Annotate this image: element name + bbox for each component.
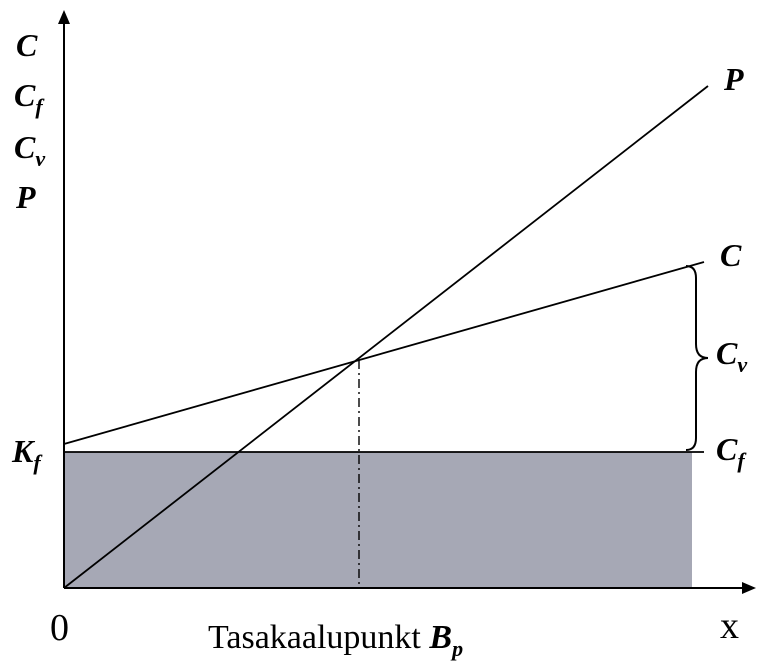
y-label-cv: Cv (14, 129, 45, 171)
breakeven-label: Tasakaalupunkt Bp (208, 619, 463, 661)
fixed-cost-axis-label: Kf (11, 433, 43, 475)
y-label-cf: Cf (14, 77, 45, 119)
variable-cost-label: Cv (716, 335, 747, 377)
fixed-cost-area (64, 452, 692, 588)
y-axis-arrow-icon (58, 10, 70, 24)
fixed-cost-line-label: Cf (716, 431, 747, 473)
variable-cost-brace (685, 265, 709, 451)
y-label-p: P (15, 179, 36, 215)
revenue-line-label: P (723, 61, 744, 97)
x-axis-label: x (720, 605, 739, 647)
x-axis-arrow-icon (742, 582, 756, 594)
total-cost-line-label: C (720, 237, 742, 273)
total-cost-line (63, 261, 705, 445)
revenue-line (63, 85, 709, 589)
origin-label: 0 (50, 607, 69, 649)
y-label-c: C (16, 27, 38, 63)
